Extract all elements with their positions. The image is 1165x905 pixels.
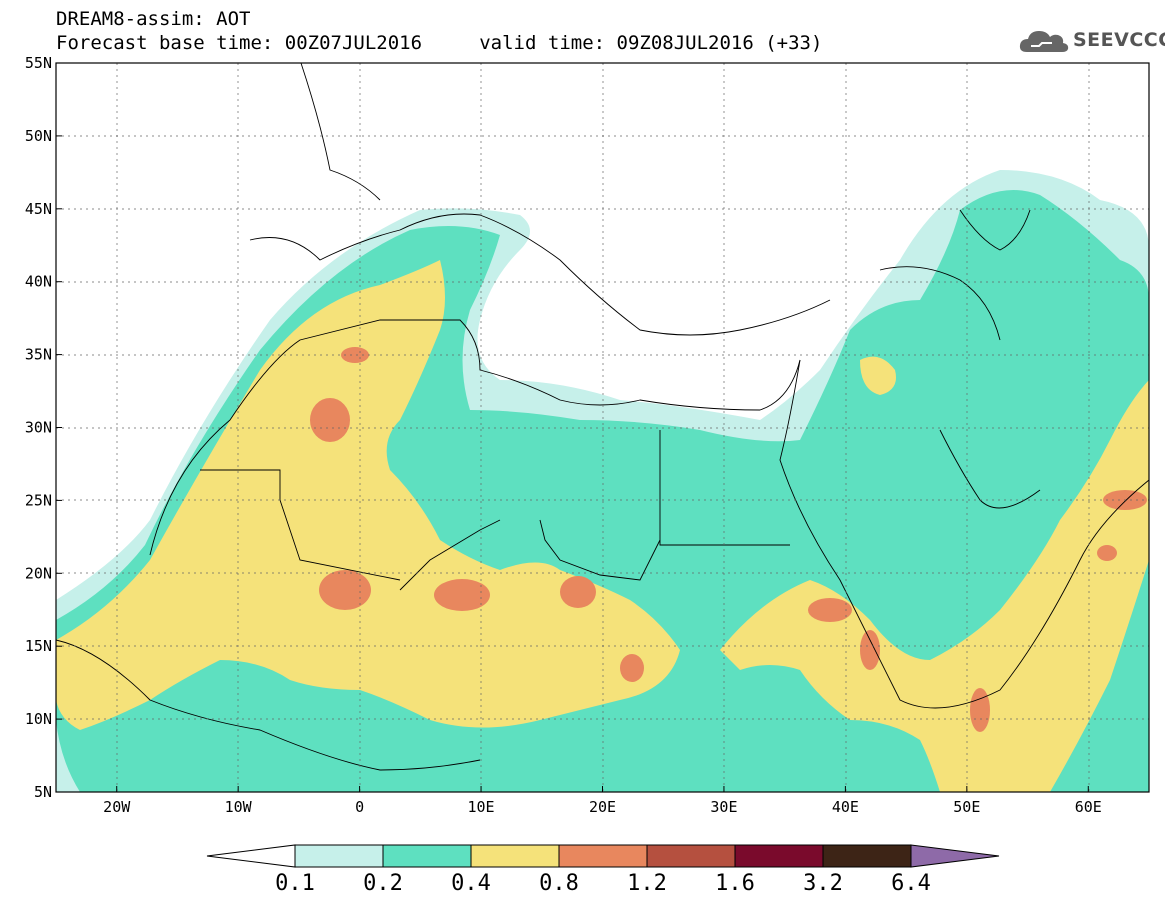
lat-label: 35N	[25, 346, 52, 364]
lon-label: 20E	[589, 798, 616, 816]
title-line-2: Forecast base time: 00Z07JUL2016 valid t…	[56, 32, 823, 54]
lon-label: 0	[355, 798, 364, 816]
map-field	[56, 63, 1149, 792]
colorbar-lower-arrow	[206, 844, 296, 868]
aot-hotspot-6	[341, 347, 369, 363]
cloud-logo-icon	[1019, 31, 1069, 52]
colorbar-box	[646, 844, 736, 868]
colorbar-label: 1.2	[627, 871, 667, 896]
colorbar-box	[558, 844, 648, 868]
aot-band-0.4-iran	[860, 356, 896, 395]
aot-hotspot-3	[434, 579, 490, 611]
graticule	[56, 63, 1149, 792]
lat-label: 30N	[25, 419, 52, 437]
lon-label: 20W	[103, 798, 131, 816]
colorbar	[206, 844, 1000, 868]
latitude-labels: 55N 50N 45N 40N 35N 30N 25N 20N 15N 10N 5N	[25, 54, 62, 801]
lat-label: 20N	[25, 564, 52, 582]
colorbar-label: 0.4	[451, 871, 491, 896]
coastlines	[56, 63, 1149, 771]
seevccc-logo: SEEVCCC	[1017, 24, 1165, 58]
logo-text: SEEVCCC	[1073, 29, 1165, 51]
lat-label: 50N	[25, 127, 52, 145]
colorbar-label: 0.2	[363, 871, 403, 896]
aot-hotspot-5	[620, 654, 644, 682]
colorbar-box	[294, 844, 384, 868]
colorbar-box	[822, 844, 912, 868]
aot-hotspot-4	[560, 576, 596, 608]
colorbar-box	[734, 844, 824, 868]
aot-hotspot-2	[319, 570, 371, 610]
colorbar-label: 6.4	[891, 871, 931, 896]
lon-label: 40E	[832, 798, 859, 816]
aot-hotspot-11	[860, 630, 880, 670]
lat-label: 45N	[25, 200, 52, 218]
lon-label: 10E	[468, 798, 495, 816]
lat-label: 55N	[25, 54, 52, 72]
colorbar-label: 3.2	[803, 871, 843, 896]
colorbar-label: 0.1	[275, 871, 315, 896]
lat-label: 15N	[25, 637, 52, 655]
lon-label: 50E	[953, 798, 980, 816]
lat-label: 40N	[25, 273, 52, 291]
colorbar-label: 0.8	[539, 871, 579, 896]
title-line-1: DREAM8-assim: AOT	[56, 8, 251, 30]
aot-band-0.4-east	[720, 380, 1149, 792]
lat-label: 5N	[34, 783, 52, 801]
lon-label: 30E	[710, 798, 737, 816]
lon-label: 10W	[225, 798, 253, 816]
lon-label: 60E	[1075, 798, 1102, 816]
colorbar-label: 1.6	[715, 871, 755, 896]
colorbar-box	[470, 844, 560, 868]
longitude-labels: 20W 10W 0 10E 20E 30E 40E 50E 60E	[103, 786, 1102, 816]
lat-label: 10N	[25, 710, 52, 728]
aot-hotspot-9	[808, 598, 852, 622]
aot-hotspot-1	[310, 398, 350, 442]
aot-hotspot-7	[1097, 545, 1117, 561]
colorbar-upper-arrow	[910, 844, 1000, 868]
lat-label: 25N	[25, 491, 52, 509]
aot-hotspot-10	[970, 688, 990, 732]
colorbar-box	[382, 844, 472, 868]
aot-band-0.4-west	[56, 260, 680, 730]
